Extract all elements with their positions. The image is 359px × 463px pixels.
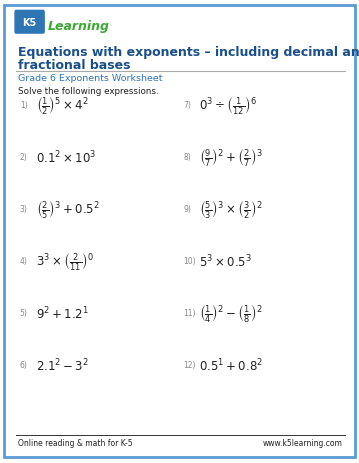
- Text: 3): 3): [20, 205, 28, 214]
- Text: fractional bases: fractional bases: [18, 59, 130, 72]
- Text: 7): 7): [183, 101, 191, 110]
- Text: Equations with exponents – including decimal and: Equations with exponents – including dec…: [18, 46, 359, 59]
- Text: $2.1^2 - 3^2$: $2.1^2 - 3^2$: [36, 357, 89, 373]
- Text: $3^3 \times \left(\frac{2}{11}\right)^0$: $3^3 \times \left(\frac{2}{11}\right)^0$: [36, 250, 94, 272]
- Text: $\left(\frac{1}{2}\right)^5 \times 4^2$: $\left(\frac{1}{2}\right)^5 \times 4^2$: [36, 95, 89, 116]
- Text: 5): 5): [20, 308, 28, 318]
- Text: 1): 1): [20, 101, 28, 110]
- Text: 10): 10): [183, 257, 196, 266]
- Text: Solve the following expressions.: Solve the following expressions.: [18, 87, 159, 95]
- Text: $5^3 \times 0.5^3$: $5^3 \times 0.5^3$: [199, 253, 252, 269]
- Text: 4): 4): [20, 257, 28, 266]
- Text: Grade 6 Exponents Worksheet: Grade 6 Exponents Worksheet: [18, 74, 163, 83]
- Text: Online reading & math for K-5: Online reading & math for K-5: [18, 438, 132, 447]
- Text: $\left(\frac{2}{5}\right)^3 + 0.5^2$: $\left(\frac{2}{5}\right)^3 + 0.5^2$: [36, 199, 100, 220]
- FancyBboxPatch shape: [14, 11, 45, 35]
- Text: 6): 6): [20, 360, 28, 369]
- Text: $0.5^1 + 0.8^2$: $0.5^1 + 0.8^2$: [199, 357, 263, 373]
- Text: www.k5learning.com: www.k5learning.com: [263, 438, 343, 447]
- Text: $\left(\frac{1}{4}\right)^2 - \left(\frac{1}{8}\right)^2$: $\left(\frac{1}{4}\right)^2 - \left(\fra…: [199, 302, 263, 324]
- Text: K5: K5: [22, 18, 37, 28]
- Text: 8): 8): [183, 153, 191, 162]
- Text: 11): 11): [183, 308, 196, 318]
- Text: $\left(\frac{9}{7}\right)^2 + \left(\frac{2}{7}\right)^3$: $\left(\frac{9}{7}\right)^2 + \left(\fra…: [199, 147, 263, 168]
- Text: $\left(\frac{5}{3}\right)^3 \times \left(\frac{3}{2}\right)^2$: $\left(\frac{5}{3}\right)^3 \times \left…: [199, 199, 263, 220]
- Text: $0.1^2 \times 10^3$: $0.1^2 \times 10^3$: [36, 149, 96, 166]
- Text: $9^2 + 1.2^1$: $9^2 + 1.2^1$: [36, 305, 89, 321]
- Text: 12): 12): [183, 360, 196, 369]
- Text: Learning: Learning: [47, 20, 109, 33]
- Text: $0^3 \div \left(\frac{1}{12}\right)^6$: $0^3 \div \left(\frac{1}{12}\right)^6$: [199, 95, 258, 116]
- Text: 2): 2): [20, 153, 28, 162]
- FancyBboxPatch shape: [4, 6, 355, 457]
- Text: 9): 9): [183, 205, 191, 214]
